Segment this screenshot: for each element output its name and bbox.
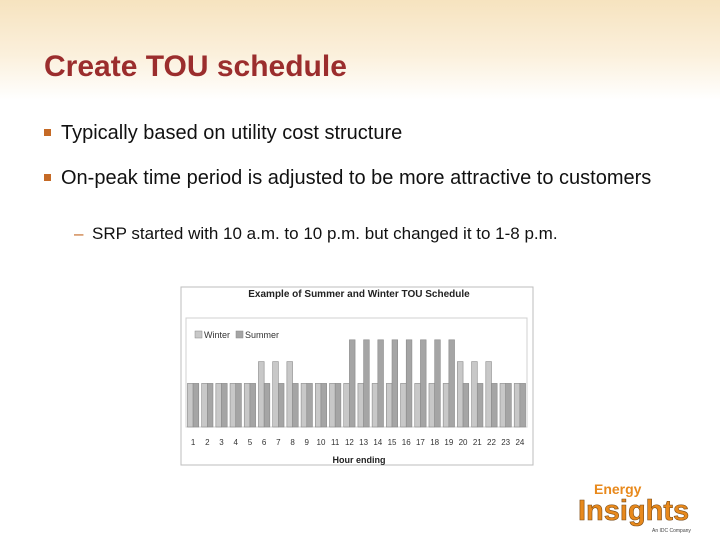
x-tick-label: 17 bbox=[416, 438, 425, 447]
bar-summer-20 bbox=[462, 383, 470, 428]
legend-swatch-summer bbox=[235, 330, 244, 339]
slide-title: Create TOU schedule bbox=[44, 50, 347, 83]
x-tick-label: 8 bbox=[290, 438, 295, 447]
legend-swatch-winter bbox=[194, 330, 203, 339]
x-tick-label: 4 bbox=[234, 438, 239, 447]
bar-winter-22 bbox=[485, 361, 492, 428]
logo-energy-text: Energy bbox=[594, 481, 642, 497]
x-axis-label: Hour ending bbox=[333, 455, 386, 465]
bar-summer-13 bbox=[363, 339, 370, 428]
bullet-marker bbox=[44, 129, 51, 136]
sub-bullet: – SRP started with 10 a.m. to 10 p.m. bu… bbox=[74, 224, 558, 244]
bar-winter-18 bbox=[428, 383, 435, 428]
bar-winter-16 bbox=[400, 383, 407, 428]
bar-winter-13 bbox=[357, 383, 364, 428]
bar-summer-22 bbox=[491, 383, 498, 428]
x-tick-label: 15 bbox=[388, 438, 397, 447]
bar-winter-21 bbox=[471, 361, 478, 428]
x-tick-label: 20 bbox=[459, 438, 468, 447]
bar-summer-19 bbox=[448, 339, 455, 428]
x-tick-label: 16 bbox=[402, 438, 411, 447]
x-tick-label: 7 bbox=[276, 438, 281, 447]
bar-winter-1 bbox=[187, 383, 194, 428]
legend: Winter Summer bbox=[192, 329, 284, 341]
bullet-marker bbox=[44, 174, 51, 181]
bar-summer-24 bbox=[519, 383, 526, 428]
bar-winter-7 bbox=[272, 361, 279, 428]
bar-winter-23 bbox=[499, 383, 506, 428]
bullet-1: Typically based on utility cost structur… bbox=[44, 120, 684, 146]
bar-winter-5 bbox=[243, 383, 251, 428]
bar-winter-24 bbox=[513, 383, 521, 428]
bullet-text: On-peak time period is adjusted to be mo… bbox=[61, 167, 652, 189]
energy-insights-logo: Energy Insights An IDC Company bbox=[578, 481, 692, 534]
x-tick-label: 3 bbox=[219, 438, 224, 447]
bar-summer-16 bbox=[405, 339, 413, 428]
bar-summer-1 bbox=[192, 383, 200, 428]
x-tick-label: 19 bbox=[444, 438, 453, 447]
x-tick-label: 24 bbox=[515, 438, 524, 447]
bar-winter-11 bbox=[329, 383, 336, 428]
x-tick-label: 18 bbox=[430, 438, 439, 447]
bar-winter-17 bbox=[414, 383, 421, 428]
bar-summer-18 bbox=[434, 339, 441, 428]
x-tick-label: 21 bbox=[473, 438, 482, 447]
bar-summer-12 bbox=[349, 339, 356, 428]
bar-winter-10 bbox=[314, 383, 322, 428]
bar-winter-8 bbox=[286, 361, 293, 428]
bullet-2: On-peak time period is adjusted to be mo… bbox=[44, 165, 684, 191]
bar-summer-9 bbox=[306, 383, 313, 428]
x-tick-label: 14 bbox=[373, 438, 382, 447]
bar-summer-4 bbox=[235, 383, 242, 428]
bar-summer-6 bbox=[263, 383, 271, 428]
bar-summer-23 bbox=[505, 383, 512, 428]
x-tick-label: 13 bbox=[359, 438, 368, 447]
x-tick-label: 5 bbox=[248, 438, 253, 447]
x-tick-label: 9 bbox=[305, 438, 310, 447]
logo-insights-text: Insights bbox=[578, 495, 689, 527]
bar-summer-8 bbox=[292, 383, 299, 428]
x-tick-label: 1 bbox=[191, 438, 196, 447]
bar-summer-10 bbox=[320, 383, 327, 428]
bar-summer-3 bbox=[221, 383, 228, 428]
bar-winter-19 bbox=[442, 383, 450, 428]
legend-label-winter: Winter bbox=[204, 330, 230, 340]
x-tick-label: 10 bbox=[317, 438, 326, 447]
bar-winter-14 bbox=[371, 383, 379, 428]
bars-group bbox=[187, 339, 526, 428]
x-tick-label: 11 bbox=[331, 438, 340, 447]
bar-winter-12 bbox=[343, 383, 350, 428]
bar-winter-3 bbox=[215, 383, 222, 428]
bar-winter-4 bbox=[229, 383, 237, 428]
bar-summer-17 bbox=[420, 339, 427, 428]
bar-winter-9 bbox=[300, 383, 308, 428]
legend-label-summer: Summer bbox=[245, 330, 279, 340]
header-band bbox=[0, 0, 720, 100]
bar-summer-5 bbox=[249, 383, 256, 428]
x-tick-label: 22 bbox=[487, 438, 496, 447]
logo-tagline: An IDC Company bbox=[652, 528, 691, 534]
x-tick-label: 2 bbox=[205, 438, 210, 447]
bar-winter-15 bbox=[386, 383, 393, 428]
x-tick-label: 6 bbox=[262, 438, 267, 447]
bar-summer-21 bbox=[476, 383, 484, 428]
dash-marker: – bbox=[74, 224, 84, 243]
bar-winter-2 bbox=[201, 383, 208, 428]
x-tick-label: 23 bbox=[501, 438, 510, 447]
tick-labels-group: 1 2 3 4 5 6 7 8 9 10 11 12 13 14 15 16 17 18 19 20 21 22 23 24 bbox=[191, 438, 525, 447]
bar-summer-14 bbox=[377, 339, 384, 428]
bar-summer-11 bbox=[334, 383, 342, 428]
bullet-text: Typically based on utility cost structur… bbox=[61, 122, 403, 144]
sub-bullet-text: SRP started with 10 a.m. to 10 p.m. but … bbox=[92, 224, 558, 243]
bar-summer-15 bbox=[391, 339, 398, 428]
bar-summer-7 bbox=[278, 383, 285, 428]
chart-title: Example of Summer and Winter TOU Schedul… bbox=[248, 289, 470, 300]
bar-summer-2 bbox=[207, 383, 214, 428]
bar-winter-20 bbox=[457, 361, 464, 428]
x-tick-label: 12 bbox=[345, 438, 354, 447]
bar-winter-6 bbox=[258, 361, 265, 428]
